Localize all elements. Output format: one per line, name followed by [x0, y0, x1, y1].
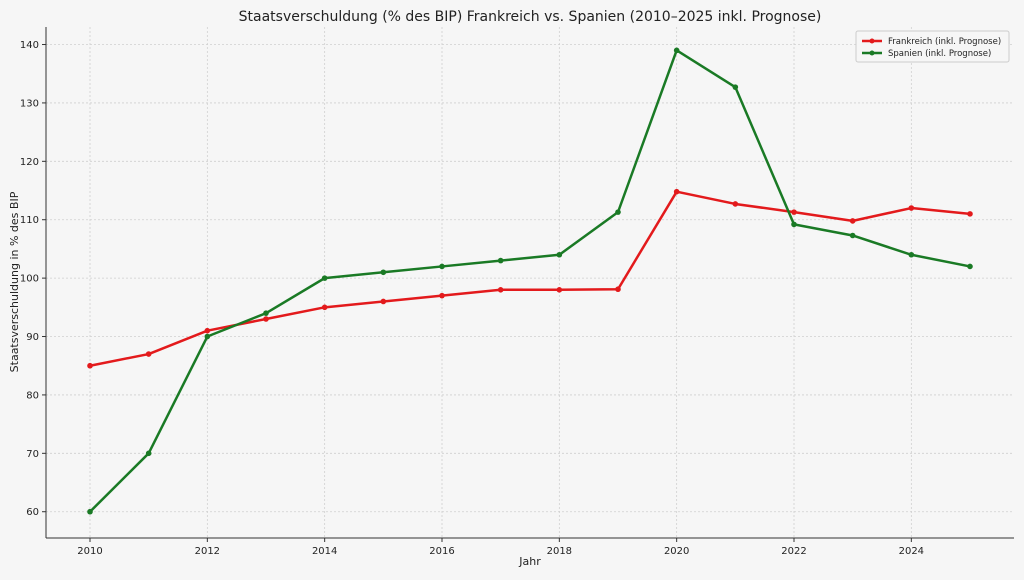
data-point: [204, 327, 211, 334]
x-tick-label: 2016: [429, 546, 454, 557]
x-tick-label: 2010: [77, 546, 102, 557]
data-point: [849, 218, 856, 224]
data-point: [145, 450, 152, 457]
legend-swatch-marker: [869, 38, 875, 44]
series-spanien: [87, 47, 973, 515]
data-point: [556, 287, 563, 293]
data-point: [673, 47, 680, 54]
data-point: [497, 287, 504, 293]
y-tick-label: 70: [26, 449, 39, 460]
x-tick-label: 2022: [781, 546, 806, 557]
data-point: [87, 508, 93, 515]
y-tick-label: 120: [20, 157, 39, 168]
series-group: [87, 47, 973, 515]
legend-label: Frankreich (inkl. Prognose): [888, 37, 1001, 47]
axes: 2010 2012 2014 2016 2018 2020 2022 2024 60 70 80 90…: [20, 27, 1014, 557]
data-point: [439, 292, 445, 299]
legend: Frankreich (inkl. Prognose) Spanien (inkl…: [855, 30, 1010, 63]
data-point: [791, 221, 797, 228]
x-tick-label: 2018: [547, 546, 572, 557]
data-point: [321, 304, 328, 311]
y-axis-label: Staatsverschuldung in % des BIP: [8, 191, 21, 372]
data-point: [615, 209, 621, 215]
data-point: [380, 269, 387, 276]
data-point: [732, 201, 739, 207]
legend-label: Spanien (inkl. Prognose): [888, 49, 991, 59]
data-point: [556, 251, 563, 258]
data-point: [380, 298, 387, 305]
y-tick-label: 80: [26, 390, 39, 401]
series-line: [89, 190, 971, 367]
data-point: [908, 251, 915, 258]
legend-swatch-marker: [869, 50, 875, 56]
data-point: [263, 316, 269, 322]
data-point: [497, 257, 504, 264]
chart-title: Staatsverschuldung (% des BIP) Frankreic…: [239, 9, 822, 25]
data-point: [732, 84, 739, 90]
grid: [46, 27, 1014, 538]
legend-box: [855, 30, 1010, 63]
data-point: [967, 211, 973, 217]
data-point: [321, 275, 328, 281]
x-tick-label: 2012: [195, 546, 220, 557]
y-tick-label: 110: [20, 215, 39, 226]
data-point: [791, 209, 797, 215]
data-point: [439, 263, 445, 270]
x-tick-label: 2024: [899, 546, 924, 557]
data-point: [908, 205, 915, 211]
y-tick-label: 90: [26, 332, 39, 343]
x-axis-label: Jahr: [518, 555, 541, 568]
series-frankreich: [87, 188, 973, 369]
y-tick-label: 130: [20, 98, 39, 109]
x-tick-label: 2014: [312, 546, 337, 557]
data-point: [967, 263, 973, 270]
data-point: [204, 333, 211, 340]
y-tick-label: 140: [20, 40, 39, 51]
data-point: [87, 362, 93, 369]
data-point: [673, 188, 680, 195]
y-tick-label: 60: [26, 507, 39, 518]
y-tick-label: 100: [20, 274, 39, 285]
data-point: [615, 286, 621, 293]
x-tick-label: 2020: [664, 546, 689, 557]
data-point: [145, 351, 152, 357]
series-line: [89, 49, 971, 513]
data-point: [849, 232, 856, 239]
data-point: [263, 310, 269, 316]
